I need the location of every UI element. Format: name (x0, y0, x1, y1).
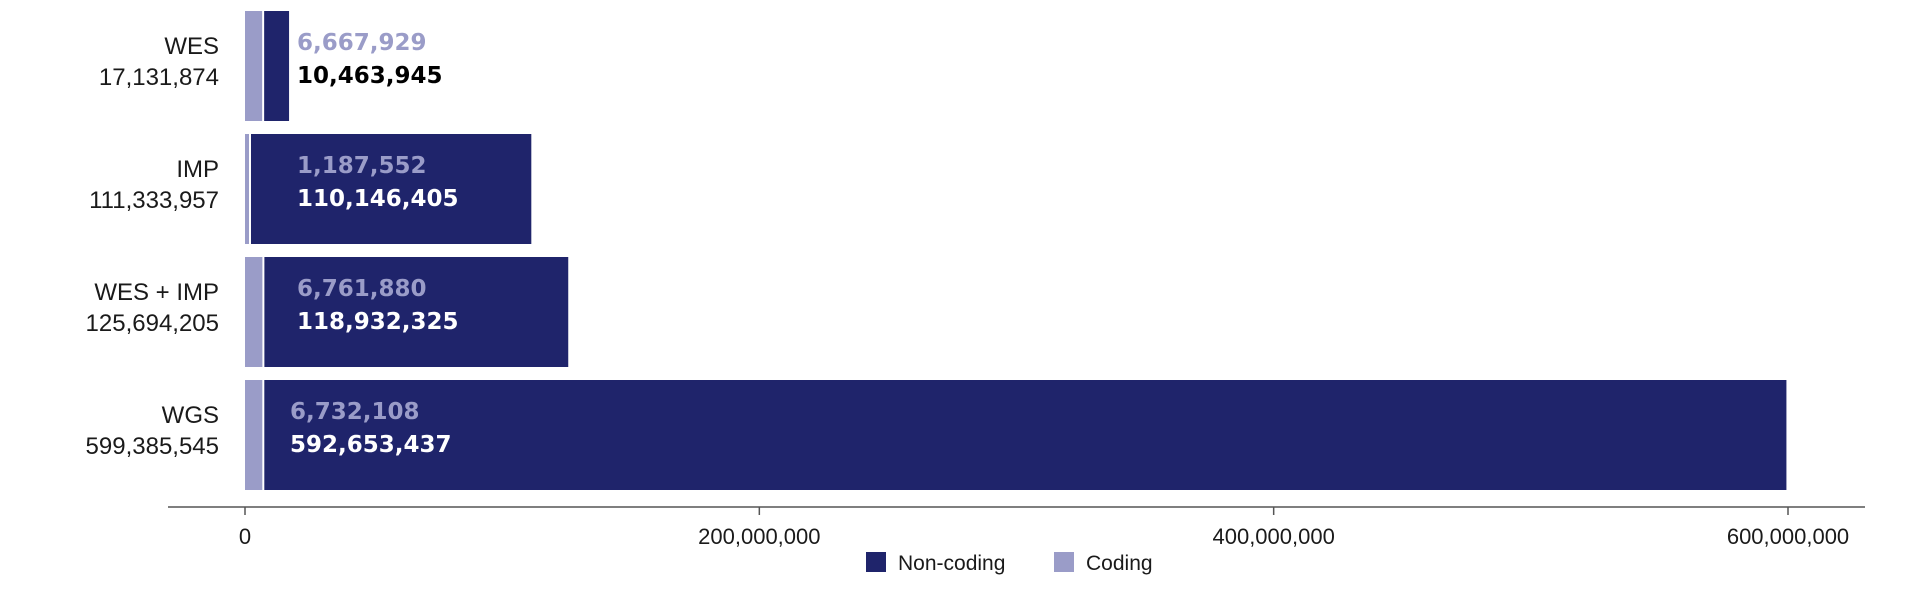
value-label-noncoding: 118,932,325 (297, 309, 459, 335)
x-tick-label: 400,000,000 (1212, 524, 1334, 549)
legend-label: Coding (1086, 552, 1153, 575)
bar-coding-wgs (245, 380, 263, 490)
value-label-coding: 6,732,108 (290, 399, 420, 425)
legend: Non-coding Coding (866, 552, 1153, 575)
value-label-coding: 6,667,929 (297, 30, 427, 56)
value-label-noncoding: 592,653,437 (290, 432, 452, 458)
legend-swatch-non-coding (866, 552, 886, 572)
category-total-label: 17,131,874 (99, 64, 219, 91)
value-label-coding: 1,187,552 (297, 153, 427, 179)
category-label: WES + IMP (94, 279, 219, 306)
category-total-label: 125,694,205 (86, 310, 219, 337)
x-tick-label: 200,000,000 (698, 524, 820, 549)
value-label-noncoding: 110,146,405 (297, 186, 459, 212)
x-tick-label: 600,000,000 (1727, 524, 1849, 549)
bar-noncoding-wgs (264, 380, 1787, 490)
bar-noncoding-wes (264, 11, 290, 121)
x-axis: 0 200,000,000 400,000,000 600,000,000 (168, 506, 1865, 549)
value-label-noncoding: 10,463,945 (297, 63, 443, 89)
bar-noncoding-imp (251, 134, 532, 244)
bar-coding-imp (245, 134, 249, 244)
category-label: IMP (176, 156, 219, 183)
labels-layer: WES 17,131,874 6,667,929 10,463,945 IMP 111,3… (86, 30, 459, 460)
category-total-label: 111,333,957 (89, 187, 219, 214)
value-label-coding: 6,761,880 (297, 276, 427, 302)
bar-coding-wes-imp (245, 257, 263, 367)
category-label: WGS (162, 402, 219, 429)
category-label: WES (164, 33, 219, 60)
legend-swatch-coding (1054, 552, 1074, 572)
bars-layer (245, 11, 1787, 490)
bar-coding-wes (245, 11, 263, 121)
legend-label: Non-coding (898, 552, 1005, 575)
x-tick-label: 0 (239, 524, 251, 549)
category-total-label: 599,385,545 (86, 433, 219, 460)
bar-noncoding-wes-imp (264, 257, 569, 367)
